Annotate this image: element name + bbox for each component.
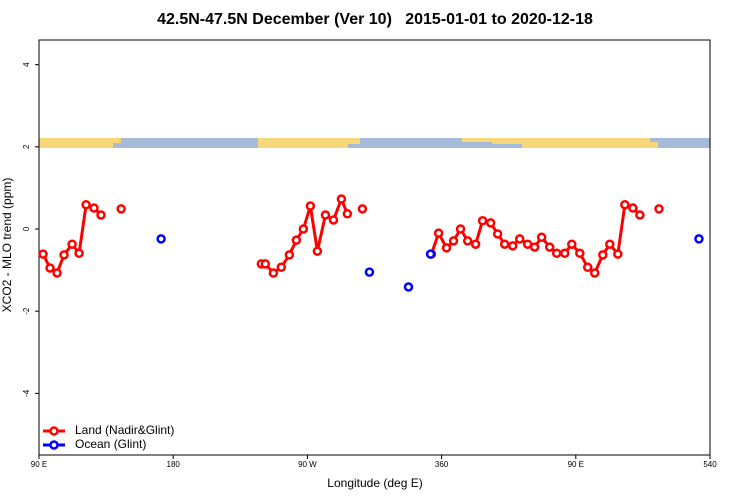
x-tick-label: 90 E <box>31 460 47 469</box>
data-point <box>403 282 414 292</box>
data-point <box>470 239 481 249</box>
data-point <box>52 268 62 278</box>
data-point <box>59 250 69 260</box>
data-point <box>260 259 271 269</box>
data-point <box>357 204 368 214</box>
data-point <box>284 250 295 260</box>
data-point <box>613 249 623 259</box>
data-point <box>551 248 562 259</box>
x-tick-label: 90 W <box>298 460 317 469</box>
legend-marker <box>49 426 59 436</box>
chart-title: 42.5N-47.5N December (Ver 10) 2015-01-01… <box>157 11 593 28</box>
data-point <box>96 210 106 220</box>
land-band <box>113 138 121 143</box>
data-point <box>635 210 645 220</box>
data-point <box>320 210 331 220</box>
data-point <box>45 263 55 273</box>
data-point <box>425 249 436 259</box>
data-point <box>462 236 473 246</box>
data-point <box>605 239 615 249</box>
data-point <box>448 236 459 246</box>
data-point <box>342 209 353 219</box>
land-band <box>39 138 113 148</box>
data-point <box>694 234 704 244</box>
data-point <box>507 241 518 251</box>
y-tick-label: 2 <box>22 144 31 149</box>
data-point <box>74 248 84 259</box>
data-point <box>298 224 309 234</box>
data-point <box>529 242 540 252</box>
data-point <box>441 243 452 253</box>
data-point <box>575 248 585 259</box>
land-band <box>348 138 360 144</box>
data-point <box>654 204 664 214</box>
y-axis-label: XCO2 - MLO trend (ppm) <box>0 178 14 313</box>
y-tick-label: -2 <box>22 307 31 315</box>
data-point <box>328 215 339 225</box>
plot-frame <box>38 39 711 456</box>
data-point <box>89 203 99 213</box>
data-point <box>598 250 608 260</box>
data-point <box>492 229 503 239</box>
data-point <box>514 234 525 244</box>
legend-marker <box>49 440 59 450</box>
ocean-band <box>39 138 710 148</box>
data-point <box>560 248 570 259</box>
data-point <box>544 242 555 252</box>
data-point <box>268 268 279 278</box>
land-ocean-strip <box>39 138 710 148</box>
data-point <box>305 201 316 211</box>
data-point <box>81 200 91 210</box>
x-axis-label: Longitude (deg E) <box>327 476 422 490</box>
x-tick-label: 180 <box>167 460 181 469</box>
x-tick-label: 540 <box>703 460 717 469</box>
x-tick-label: 360 <box>435 460 449 469</box>
data-point <box>67 239 77 249</box>
data-point <box>567 239 577 249</box>
data-point <box>336 194 347 204</box>
y-tick-label: 4 <box>22 62 31 67</box>
data-point <box>312 246 323 256</box>
data-point <box>433 228 444 238</box>
data-point <box>628 203 638 213</box>
data-point <box>582 262 593 272</box>
y-tick-label: -4 <box>22 389 31 397</box>
data-point <box>455 224 466 234</box>
x-tick-label: 90 E <box>568 460 584 469</box>
data-point <box>536 232 547 242</box>
data-point <box>589 268 600 278</box>
data-point <box>116 204 126 214</box>
y-tick-label: 0 <box>22 226 31 231</box>
data-point <box>620 200 630 210</box>
data-point <box>38 249 48 259</box>
data-point <box>364 267 375 277</box>
land-band <box>522 138 650 148</box>
land-band <box>258 138 348 148</box>
legend-label: Ocean (Glint) <box>75 437 146 451</box>
legend-label: Land (Nadir&Glint) <box>75 423 174 437</box>
land-band <box>462 138 492 142</box>
data-point <box>477 216 488 226</box>
land-band <box>650 142 658 148</box>
data-point <box>156 234 166 244</box>
data-point <box>276 262 287 272</box>
series-line <box>43 199 659 273</box>
data-point <box>291 235 302 245</box>
land-band <box>492 138 522 144</box>
data-point <box>499 239 510 249</box>
data-point <box>485 218 496 228</box>
